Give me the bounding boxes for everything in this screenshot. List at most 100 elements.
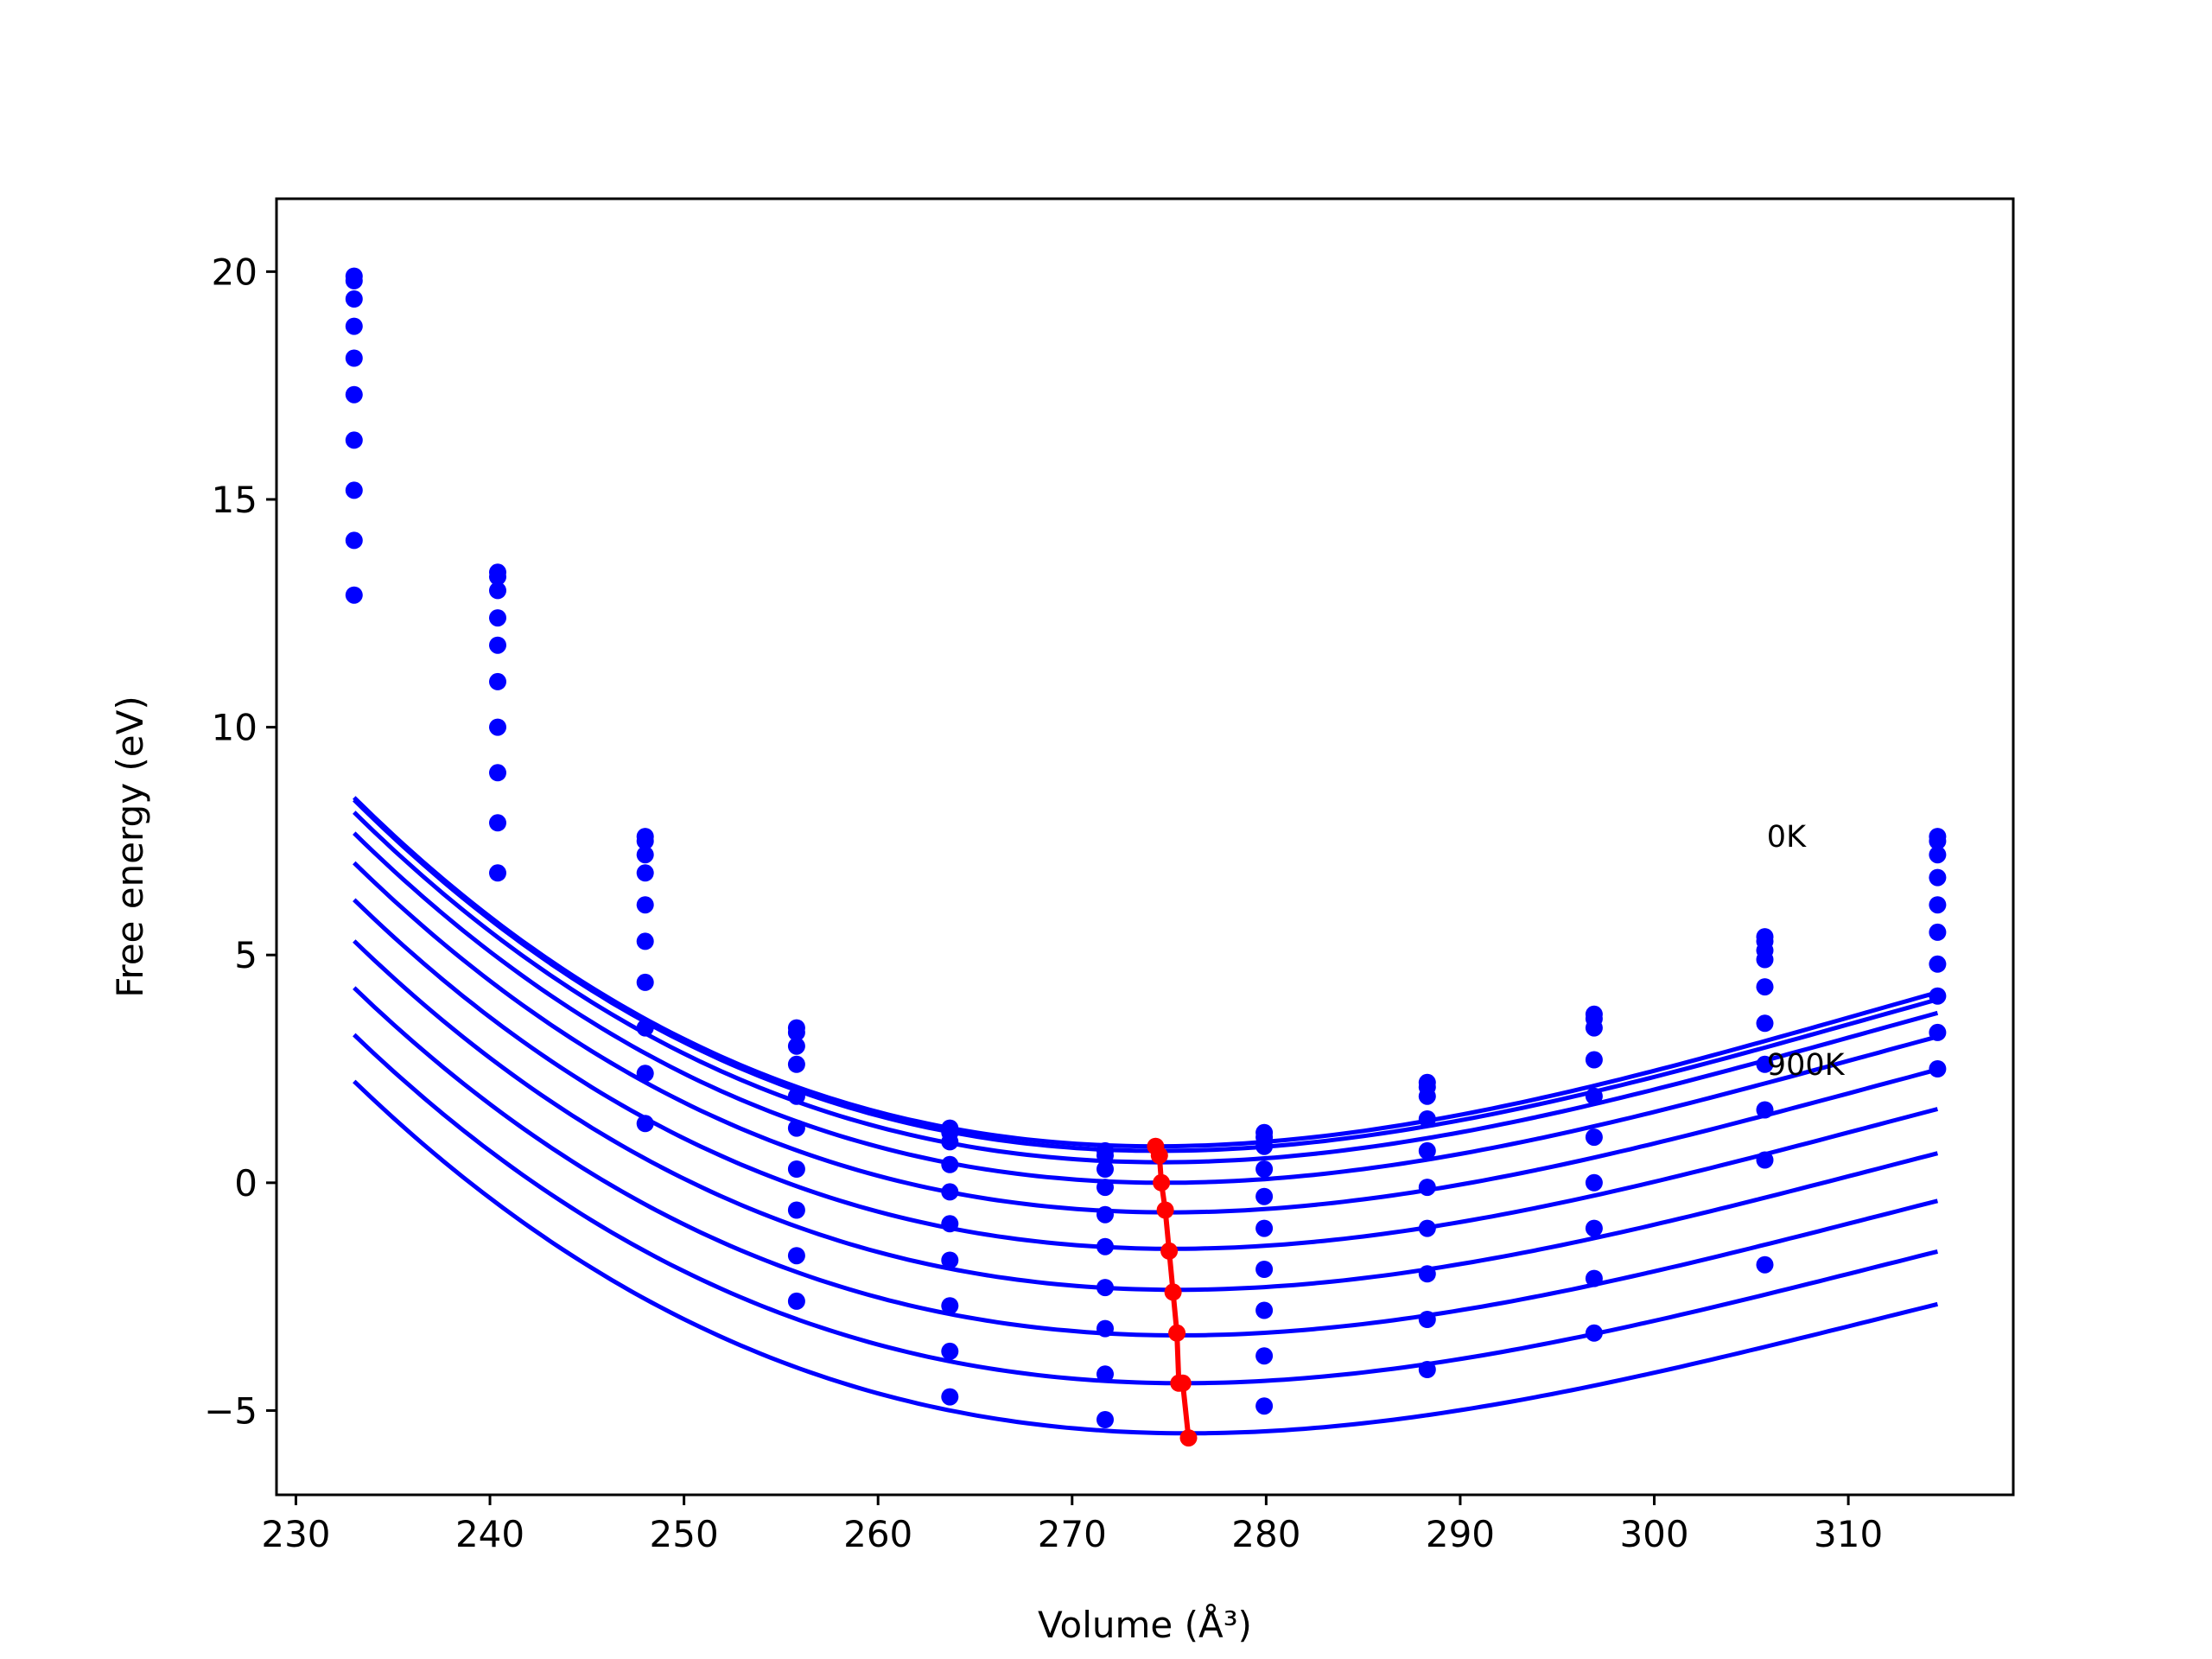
data-point (1929, 1023, 1947, 1041)
fit-curve-9 (353, 1079, 1939, 1436)
data-point (1418, 1087, 1436, 1105)
equilibrium-point (1179, 1429, 1198, 1447)
equilibrium-point (1160, 1242, 1179, 1260)
data-point (1418, 1265, 1436, 1283)
equilibrium-point (1153, 1173, 1171, 1192)
data-point (1756, 950, 1774, 969)
data-point (787, 1087, 805, 1105)
y-tick-label: 20 (212, 251, 257, 293)
y-tick-label: 0 (234, 1162, 257, 1205)
equilibrium-point (1156, 1201, 1174, 1219)
data-point (1255, 1219, 1274, 1237)
data-point (636, 1065, 654, 1083)
fit-curve-6 (353, 939, 1939, 1293)
fit-curve-0 (353, 796, 1939, 1149)
data-point (636, 832, 654, 850)
x-axis-ticks: 230 240 250 260 270 280 290 300 310 (261, 1495, 1883, 1555)
y-tick-label: −5 (204, 1389, 257, 1432)
equilibrium-point (1150, 1147, 1168, 1165)
data-point (941, 1133, 959, 1151)
data-point (636, 932, 654, 950)
data-point (1096, 1319, 1114, 1338)
data-point (1585, 1219, 1603, 1237)
data-point (1255, 1397, 1274, 1415)
data-point (787, 1037, 805, 1055)
data-point (1255, 1187, 1274, 1205)
x-axis-label: Volume (Å³) (1038, 1603, 1252, 1646)
data-point (489, 568, 506, 586)
data-point (1096, 1179, 1114, 1197)
data-point (941, 1183, 959, 1201)
data-point (345, 290, 363, 308)
y-axis-ticks: −5 0 5 10 15 20 (204, 251, 276, 1432)
data-point (489, 609, 506, 627)
data-point (345, 317, 363, 335)
x-tick-label: 300 (1619, 1513, 1688, 1555)
data-point (941, 1388, 959, 1406)
fit-curve-7 (353, 986, 1939, 1338)
plot-area (345, 267, 1947, 1447)
x-tick-label: 230 (261, 1513, 330, 1555)
data-point (1255, 1301, 1274, 1319)
data-point (1585, 1324, 1603, 1342)
data-point (1096, 1205, 1114, 1224)
data-point (1255, 1160, 1274, 1178)
data-point (1096, 1279, 1114, 1297)
data-point (1096, 1365, 1114, 1383)
data-point (1255, 1137, 1274, 1155)
data-point (1929, 987, 1947, 1005)
data-point (636, 846, 654, 864)
data-point (1929, 955, 1947, 973)
data-point (1418, 1219, 1436, 1237)
equilibrium-point (1168, 1324, 1186, 1342)
data-point (636, 973, 654, 991)
data-point (787, 1055, 805, 1073)
data-point (1585, 1087, 1603, 1105)
curve-annotations: 0K 900K (1767, 820, 1846, 1083)
x-tick-label: 280 (1231, 1513, 1300, 1555)
data-point (1418, 1179, 1436, 1197)
x-tick-label: 290 (1426, 1513, 1495, 1555)
fit-curve-2 (353, 810, 1939, 1165)
data-point (489, 864, 506, 882)
fit-curve-5 (353, 898, 1939, 1251)
data-point (345, 431, 363, 449)
data-point (787, 1201, 805, 1219)
annotation-900k: 900K (1767, 1048, 1846, 1083)
data-point (787, 1292, 805, 1310)
data-point (941, 1251, 959, 1269)
fit-curve-1 (353, 798, 1939, 1154)
data-point (1418, 1311, 1436, 1328)
data-point (941, 1297, 959, 1315)
data-point (941, 1215, 959, 1233)
equilibrium-point (1173, 1374, 1192, 1392)
data-point (1929, 923, 1947, 941)
axes-frame (275, 197, 2015, 1497)
data-point (787, 1160, 805, 1178)
data-point (1756, 1055, 1774, 1073)
data-point (787, 1023, 805, 1041)
data-point (1929, 1060, 1947, 1077)
data-point (345, 271, 363, 289)
x-tick-label: 260 (843, 1513, 912, 1555)
y-tick-label: 15 (212, 479, 257, 521)
x-tick-label: 240 (455, 1513, 524, 1555)
data-point (1929, 868, 1947, 887)
data-point (1585, 1128, 1603, 1147)
annotation-0k: 0K (1767, 820, 1807, 855)
data-point (941, 1155, 959, 1173)
x-tick-label: 250 (650, 1513, 719, 1555)
data-point (489, 672, 506, 690)
y-tick-label: 5 (234, 934, 257, 976)
data-point (1929, 832, 1947, 850)
data-point (1585, 1173, 1603, 1192)
data-point (787, 1247, 805, 1265)
data-point (636, 896, 654, 914)
x-tick-label: 310 (1814, 1513, 1883, 1555)
data-point (1418, 1141, 1436, 1160)
data-point (1585, 1051, 1603, 1069)
fit-curve-4 (353, 861, 1939, 1215)
data-point (345, 531, 363, 550)
